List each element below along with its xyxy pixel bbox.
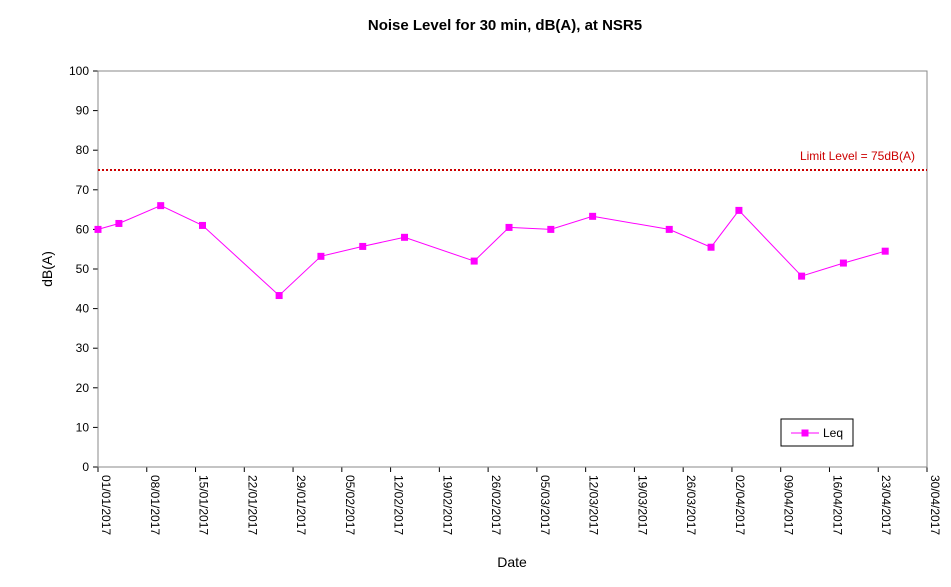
x-tick-label: 08/01/2017 bbox=[148, 475, 162, 535]
data-point bbox=[157, 202, 165, 210]
data-point bbox=[359, 242, 367, 250]
data-point bbox=[94, 225, 102, 233]
y-tick-label: 20 bbox=[76, 381, 90, 395]
y-tick-label: 90 bbox=[76, 104, 90, 118]
x-tick-label: 02/04/2017 bbox=[733, 475, 747, 535]
y-tick-label: 80 bbox=[76, 143, 90, 157]
plot-area bbox=[97, 70, 928, 468]
x-tick-label: 05/02/2017 bbox=[343, 475, 357, 535]
data-point bbox=[665, 225, 673, 233]
y-tick-label: 40 bbox=[76, 302, 90, 316]
x-tick-label: 01/01/2017 bbox=[99, 475, 113, 535]
x-tick-label: 19/03/2017 bbox=[635, 475, 649, 535]
data-point bbox=[470, 257, 478, 265]
x-tick-label: 15/01/2017 bbox=[197, 475, 211, 535]
x-tick-label: 12/02/2017 bbox=[392, 475, 406, 535]
y-tick-label: 100 bbox=[69, 64, 89, 78]
x-tick-label: 19/02/2017 bbox=[440, 475, 454, 535]
y-axis-ticks: 0 10 20 30 40 50 60 70 80 90 100 bbox=[69, 64, 98, 474]
x-tick-label: 12/03/2017 bbox=[587, 475, 601, 535]
y-tick-label: 10 bbox=[76, 420, 90, 434]
series-leq bbox=[94, 202, 889, 300]
data-point bbox=[198, 221, 206, 229]
y-tick-label: 0 bbox=[82, 460, 89, 474]
x-tick-label: 23/04/2017 bbox=[879, 475, 893, 535]
legend-label-leq: Leq bbox=[823, 426, 843, 440]
x-tick-label: 30/04/2017 bbox=[928, 475, 942, 535]
data-point bbox=[317, 252, 325, 260]
legend-marker-leq bbox=[801, 429, 809, 437]
limit-level: Limit Level = 75dB(A) bbox=[98, 149, 927, 171]
x-tick-label: 05/03/2017 bbox=[538, 475, 552, 535]
x-axis-ticks: 01/01/2017 08/01/2017 15/01/2017 22/01/2017… bbox=[97, 467, 942, 535]
data-point bbox=[798, 272, 806, 280]
data-point bbox=[115, 219, 123, 227]
y-tick-label: 60 bbox=[76, 222, 90, 236]
data-point bbox=[505, 223, 513, 231]
data-point bbox=[735, 206, 743, 214]
x-tick-label: 26/03/2017 bbox=[684, 475, 698, 535]
series-line bbox=[97, 205, 886, 297]
x-tick-label: 26/02/2017 bbox=[489, 475, 503, 535]
data-point bbox=[707, 243, 715, 251]
chart-title: Noise Level for 30 min, dB(A), at NSR5 bbox=[368, 17, 642, 34]
data-point bbox=[589, 212, 597, 220]
y-tick-label: 70 bbox=[76, 183, 90, 197]
y-tick-label: 50 bbox=[76, 262, 90, 276]
y-axis-label: dB(A) bbox=[39, 251, 55, 287]
data-point bbox=[275, 292, 283, 300]
limit-label: Limit Level = 75dB(A) bbox=[800, 149, 915, 163]
y-tick-label: 30 bbox=[76, 341, 90, 355]
x-tick-label: 16/04/2017 bbox=[830, 475, 844, 535]
data-point bbox=[401, 233, 409, 241]
x-tick-label: 09/04/2017 bbox=[782, 475, 796, 535]
x-tick-label: 29/01/2017 bbox=[294, 475, 308, 535]
legend: Leq bbox=[780, 418, 854, 447]
x-tick-label: 22/01/2017 bbox=[245, 475, 259, 535]
data-point bbox=[547, 225, 555, 233]
data-point bbox=[881, 247, 889, 255]
x-axis-label: Date bbox=[497, 554, 527, 570]
data-point bbox=[839, 259, 847, 267]
